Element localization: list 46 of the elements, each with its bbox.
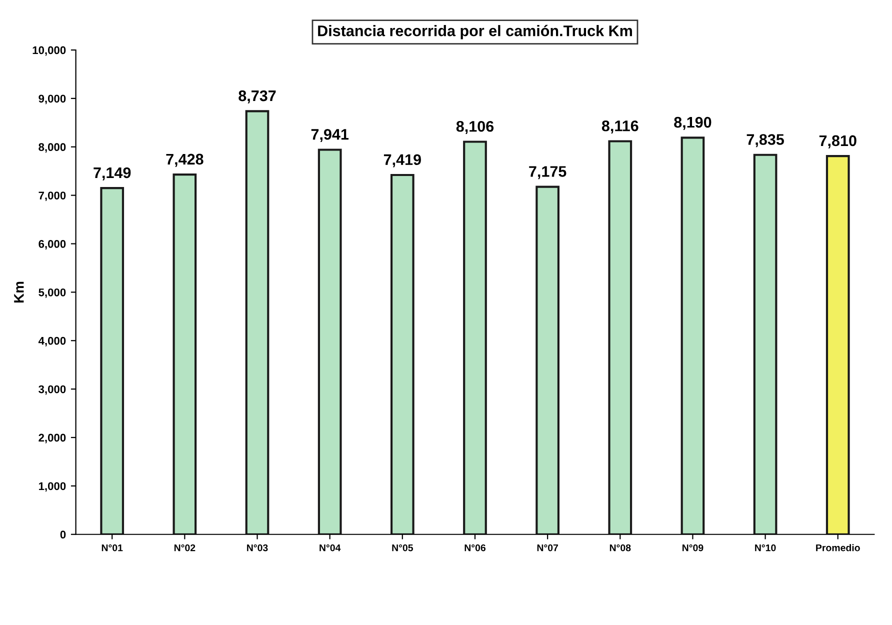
x-tick-label: Promedio — [816, 544, 860, 552]
x-tick-label: N°05 — [392, 544, 414, 552]
x-tick-label: N°09 — [682, 544, 704, 552]
y-tick-label: 6,000 — [38, 240, 66, 250]
x-tick-label: N°03 — [247, 544, 268, 552]
bar — [536, 186, 560, 534]
y-tick-label: 8,000 — [38, 143, 66, 153]
data-label: 7,810 — [819, 135, 856, 148]
y-tick-label: 5,000 — [38, 288, 66, 298]
y-tick-label: 3,000 — [38, 385, 66, 395]
x-tick-label: N°01 — [102, 544, 123, 552]
data-label: 8,116 — [602, 120, 638, 134]
bar — [463, 140, 487, 534]
bar — [608, 140, 632, 534]
data-label: 7,428 — [166, 154, 204, 167]
y-tick-label: 10,000 — [32, 46, 66, 56]
y-tick-label: 1,000 — [38, 482, 66, 492]
y-tick-label: 4,000 — [38, 336, 66, 346]
bar — [753, 154, 778, 534]
y-tick-label: 2,000 — [38, 434, 66, 444]
x-tick-label: N°04 — [320, 544, 341, 552]
bar — [100, 187, 124, 534]
data-label: 8,190 — [674, 116, 712, 130]
data-label: 8,737 — [238, 90, 276, 104]
bar — [172, 174, 197, 534]
x-tick-label: N°02 — [174, 544, 196, 552]
x-tick-label: N°07 — [537, 544, 558, 552]
bar — [318, 148, 342, 534]
x-tick-label: N°08 — [610, 544, 631, 552]
data-label: 7,835 — [746, 134, 784, 148]
data-label: 7,419 — [384, 154, 421, 168]
y-tick-label: 9,000 — [38, 94, 66, 104]
bar — [245, 110, 270, 534]
y-tick-label: 0 — [60, 530, 66, 539]
bar — [680, 136, 705, 534]
data-label: 8,106 — [456, 120, 494, 134]
x-tick-label: N°10 — [755, 544, 776, 552]
data-label: 7,149 — [94, 167, 131, 180]
bar — [826, 155, 850, 534]
chart-title: Distancia recorrida por el camión.Truck Km — [318, 24, 632, 40]
y-tick-label: 7,000 — [38, 192, 66, 202]
y-axis-title: Km — [14, 282, 24, 302]
x-tick-label: N°06 — [464, 544, 486, 552]
bar — [390, 174, 414, 534]
data-label: 7,941 — [311, 128, 349, 142]
data-label: 7,175 — [529, 166, 566, 180]
